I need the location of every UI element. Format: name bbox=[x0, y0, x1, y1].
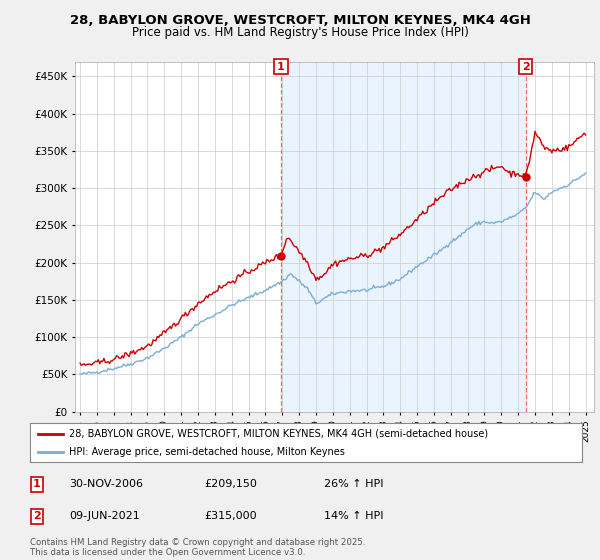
Text: 1: 1 bbox=[277, 62, 285, 72]
Text: 1: 1 bbox=[33, 479, 41, 489]
Text: £209,150: £209,150 bbox=[204, 479, 257, 489]
Text: 26% ↑ HPI: 26% ↑ HPI bbox=[324, 479, 383, 489]
Text: 2: 2 bbox=[33, 511, 41, 521]
Text: 30-NOV-2006: 30-NOV-2006 bbox=[69, 479, 143, 489]
Text: 09-JUN-2021: 09-JUN-2021 bbox=[69, 511, 140, 521]
Text: HPI: Average price, semi-detached house, Milton Keynes: HPI: Average price, semi-detached house,… bbox=[68, 447, 344, 457]
Text: £315,000: £315,000 bbox=[204, 511, 257, 521]
Bar bbox=[281, 62, 526, 412]
Text: 28, BABYLON GROVE, WESTCROFT, MILTON KEYNES, MK4 4GH: 28, BABYLON GROVE, WESTCROFT, MILTON KEY… bbox=[70, 14, 530, 27]
Text: 28, BABYLON GROVE, WESTCROFT, MILTON KEYNES, MK4 4GH (semi-detached house): 28, BABYLON GROVE, WESTCROFT, MILTON KEY… bbox=[68, 429, 488, 439]
Text: Contains HM Land Registry data © Crown copyright and database right 2025.
This d: Contains HM Land Registry data © Crown c… bbox=[30, 538, 365, 557]
Text: Price paid vs. HM Land Registry's House Price Index (HPI): Price paid vs. HM Land Registry's House … bbox=[131, 26, 469, 39]
Text: 14% ↑ HPI: 14% ↑ HPI bbox=[324, 511, 383, 521]
Text: 2: 2 bbox=[522, 62, 529, 72]
